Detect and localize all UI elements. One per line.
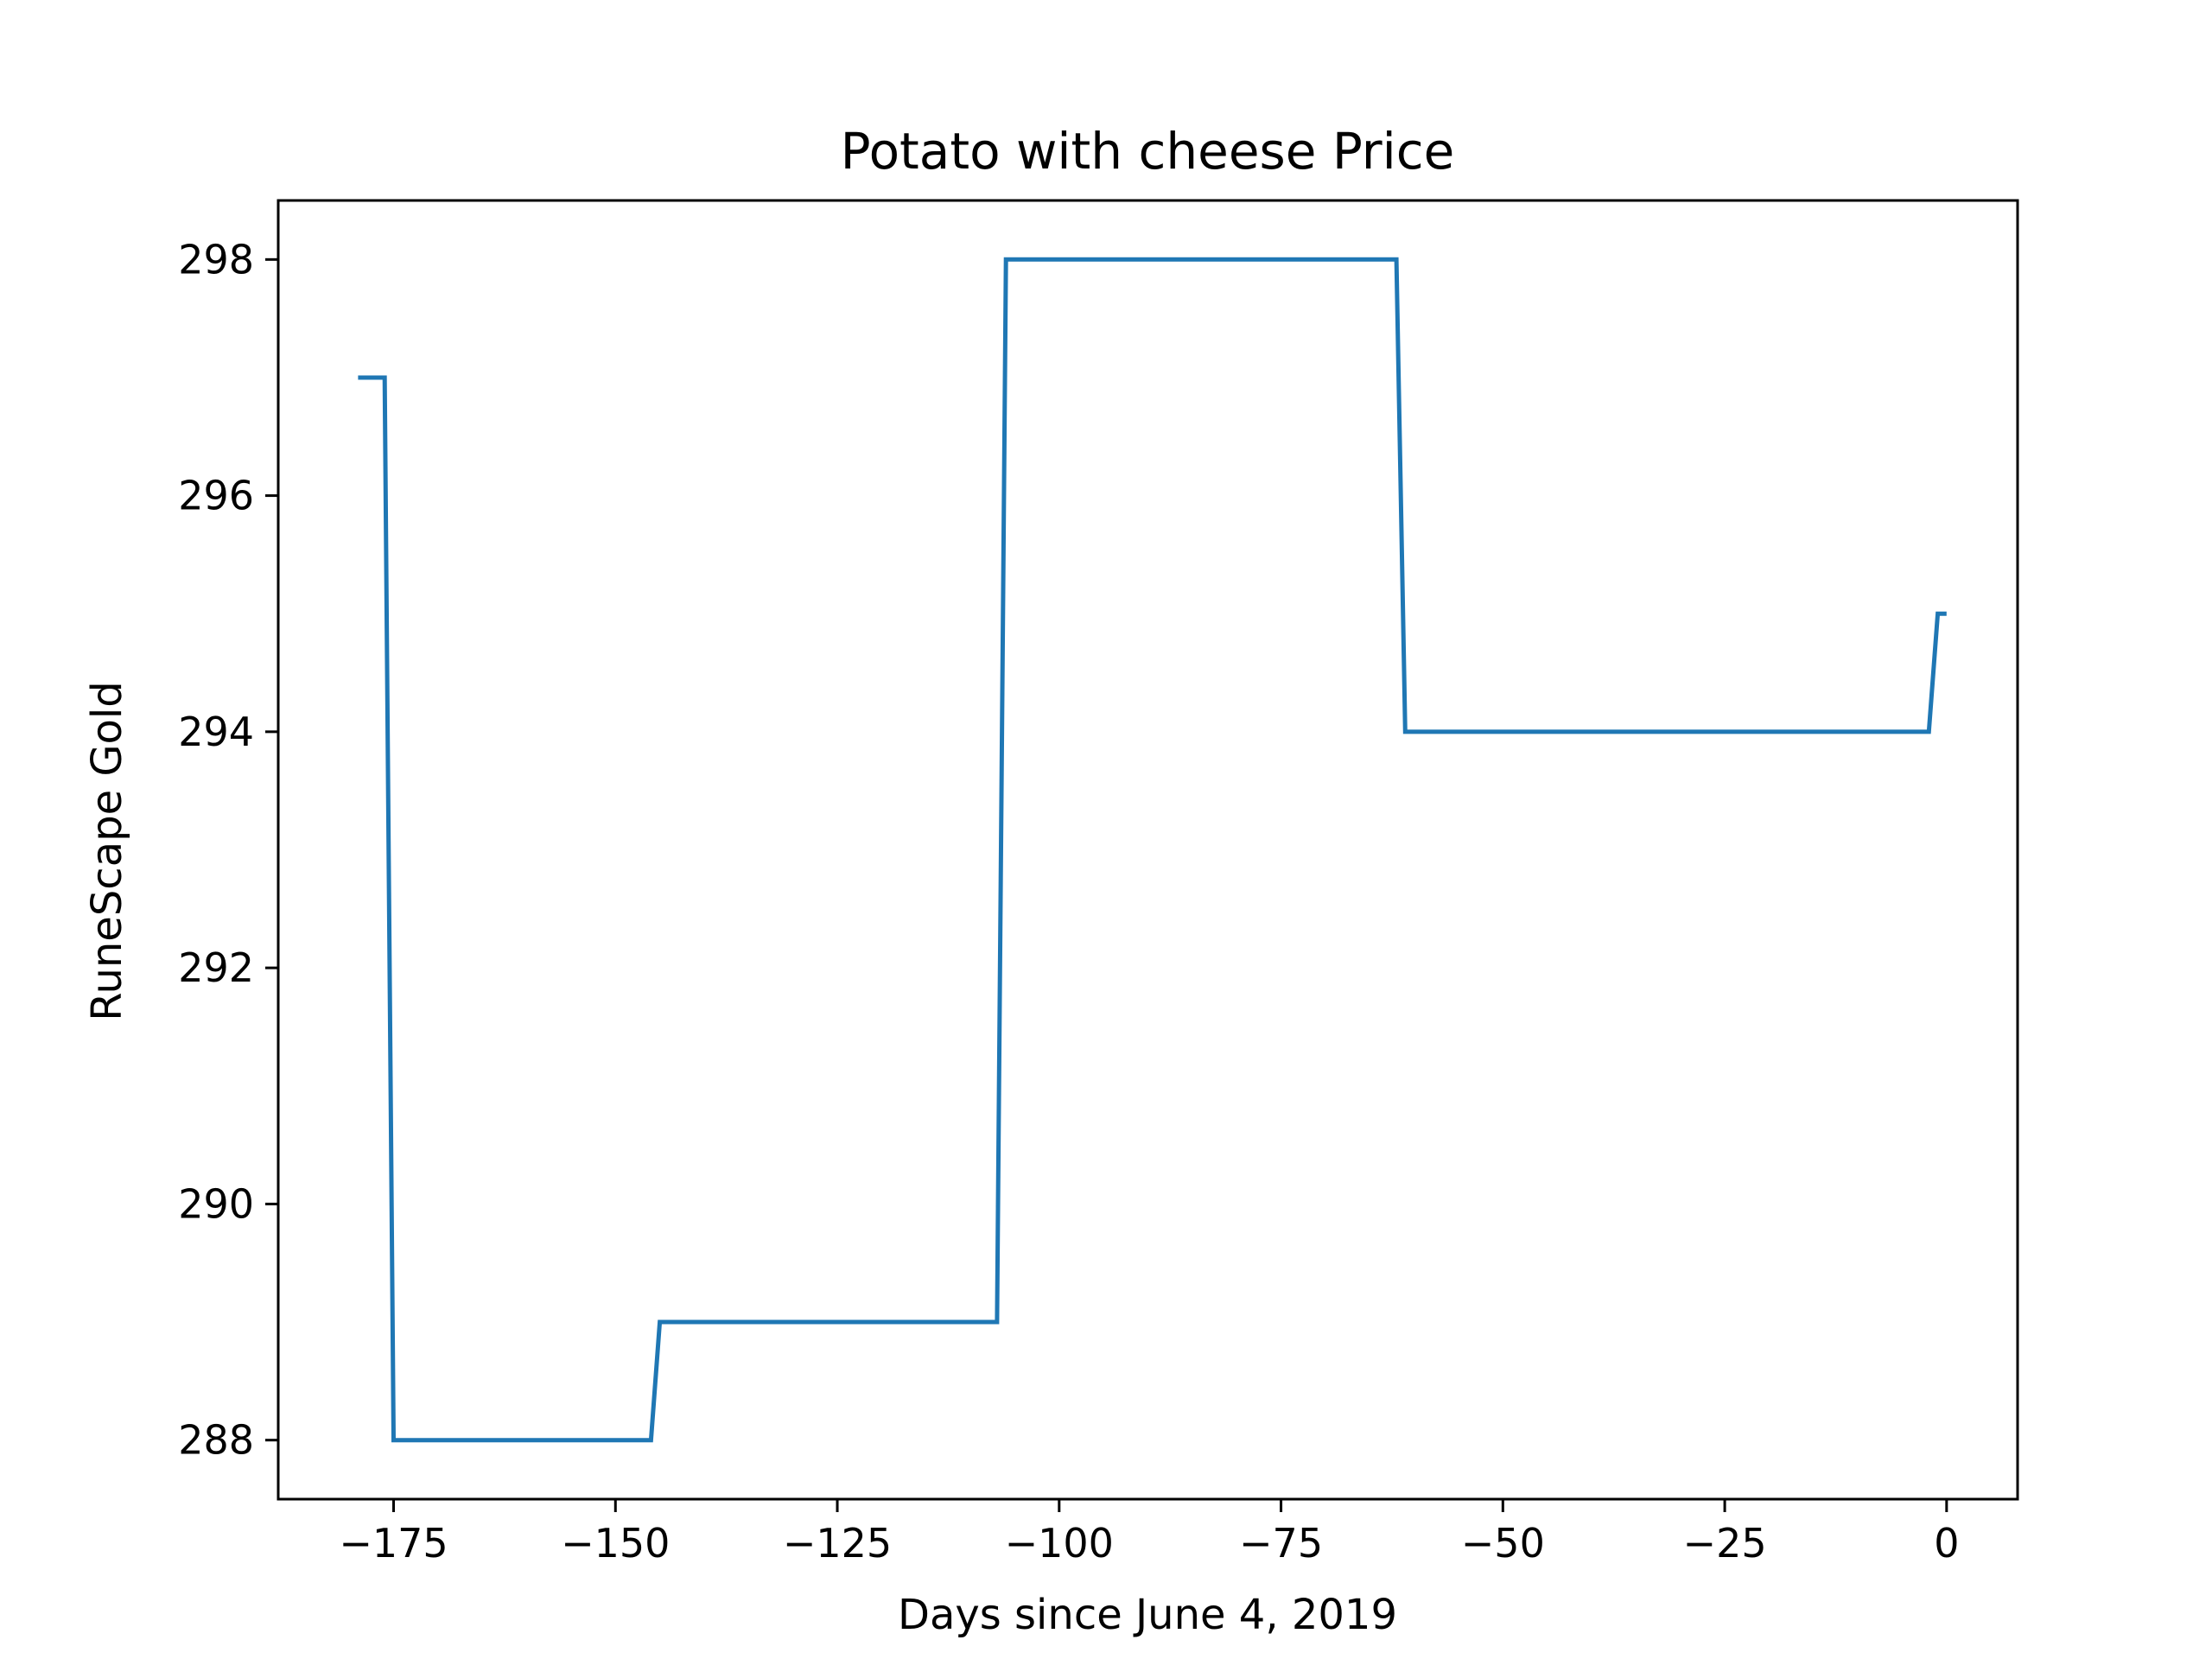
price-series-line	[358, 257, 1947, 1443]
x-tick-label: −100	[1005, 1520, 1114, 1567]
x-tick-label: −25	[1683, 1520, 1767, 1567]
plot-area-frame	[276, 199, 2019, 1501]
y-axis-ticks: 288 290 292 294 296 298	[178, 236, 278, 1464]
x-axis-ticks: −175 −150 −125 −100 −75 −50 −25 0	[339, 1499, 1959, 1567]
x-axis-title: Days since June 4, 2019	[898, 1591, 1397, 1639]
y-tick-label: 294	[178, 709, 254, 755]
y-tick-label: 292	[178, 944, 254, 991]
y-tick-label: 296	[178, 473, 254, 519]
x-tick-label: 0	[1934, 1520, 1959, 1567]
y-tick-label: 288	[178, 1417, 254, 1464]
series-layer	[358, 257, 1947, 1443]
x-tick-label: −150	[561, 1520, 670, 1567]
y-axis-title: RuneScape Gold	[83, 681, 131, 1020]
x-tick-label: −175	[339, 1520, 448, 1567]
y-tick-label: 290	[178, 1180, 254, 1227]
x-tick-label: −75	[1239, 1520, 1323, 1567]
chart-title: Potato with cheese Price	[841, 122, 1455, 181]
y-tick-label: 298	[178, 236, 254, 283]
x-tick-label: −125	[783, 1520, 892, 1567]
x-tick-label: −50	[1461, 1520, 1545, 1567]
